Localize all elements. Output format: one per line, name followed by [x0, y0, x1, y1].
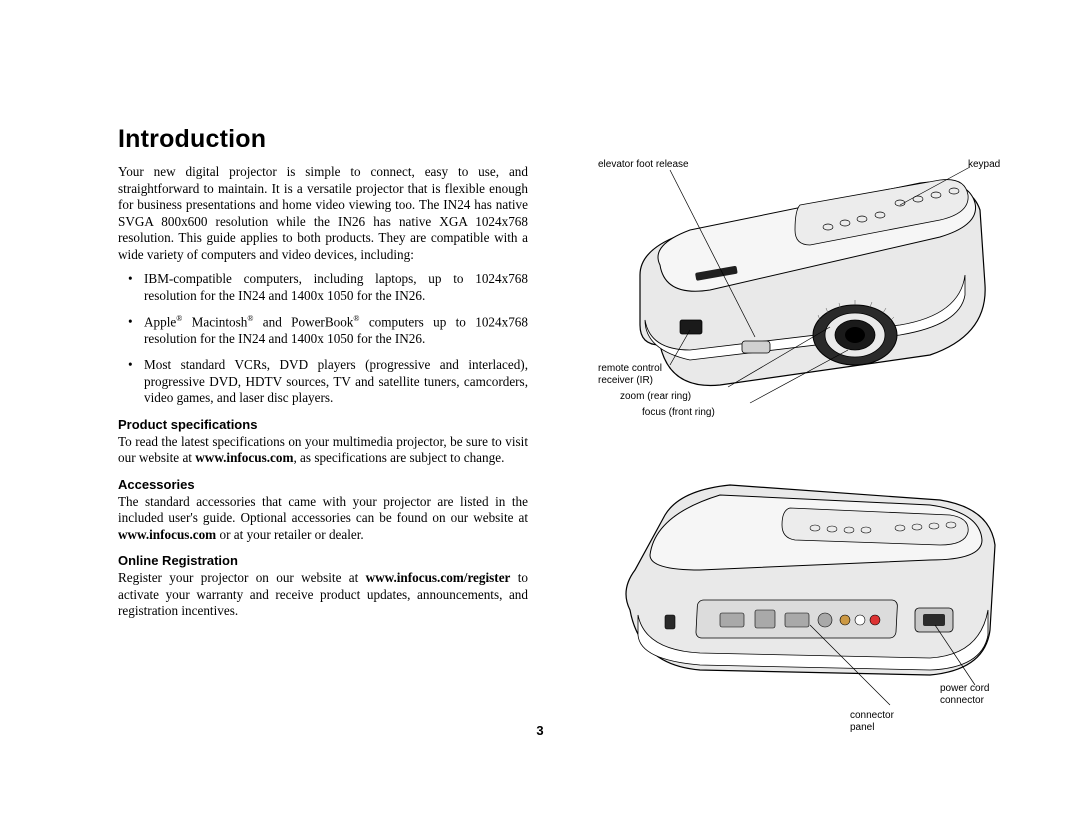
left-column: Introduction Your new digital projector …	[118, 125, 528, 624]
body-pre: Register your projector on our website a…	[118, 570, 366, 585]
body-bold: www.infocus.com	[118, 527, 216, 542]
section-body: Register your projector on our website a…	[118, 570, 528, 620]
label-power-cord: power cord connector	[940, 683, 989, 706]
section-heading: Online Registration	[118, 553, 528, 568]
section-heading: Product specifications	[118, 417, 528, 432]
body-pre: The standard accessories that came with …	[118, 494, 528, 526]
projector-rear-illustration	[610, 460, 1010, 720]
label-remote-ir: remote control receiver (IR)	[598, 363, 662, 386]
body-post: or at your retailer or dealer.	[216, 527, 364, 542]
body-post: , as specifications are subject to chang…	[293, 450, 504, 465]
diagram-column: elevator foot release keypad remote cont…	[600, 165, 1000, 765]
label-zoom: zoom (rear ring)	[620, 391, 691, 403]
bullet-2-tail: computers up to 1024x768 resolution for …	[144, 314, 528, 346]
body-bold: www.infocus.com	[195, 450, 293, 465]
section-body: To read the latest specifications on you…	[118, 434, 528, 467]
page-title: Introduction	[118, 125, 528, 154]
section-body: The standard accessories that came with …	[118, 494, 528, 544]
list-item: Apple® Macintosh® and PowerBook® compute…	[144, 314, 528, 347]
label-focus: focus (front ring)	[642, 407, 715, 419]
label-elevator-foot: elevator foot release	[598, 159, 689, 171]
label-connector-panel: connector panel	[850, 710, 894, 733]
label-keypad: keypad	[968, 159, 1000, 171]
feature-list: IBM-compatible computers, including lapt…	[118, 271, 528, 407]
section-heading: Accessories	[118, 477, 528, 492]
list-item: Most standard VCRs, DVD players (progres…	[144, 357, 528, 407]
intro-paragraph: Your new digital projector is simple to …	[118, 164, 528, 263]
body-bold: www.infocus.com/register	[366, 570, 511, 585]
list-item: IBM-compatible computers, including lapt…	[144, 271, 528, 304]
page-number: 3	[536, 723, 543, 738]
